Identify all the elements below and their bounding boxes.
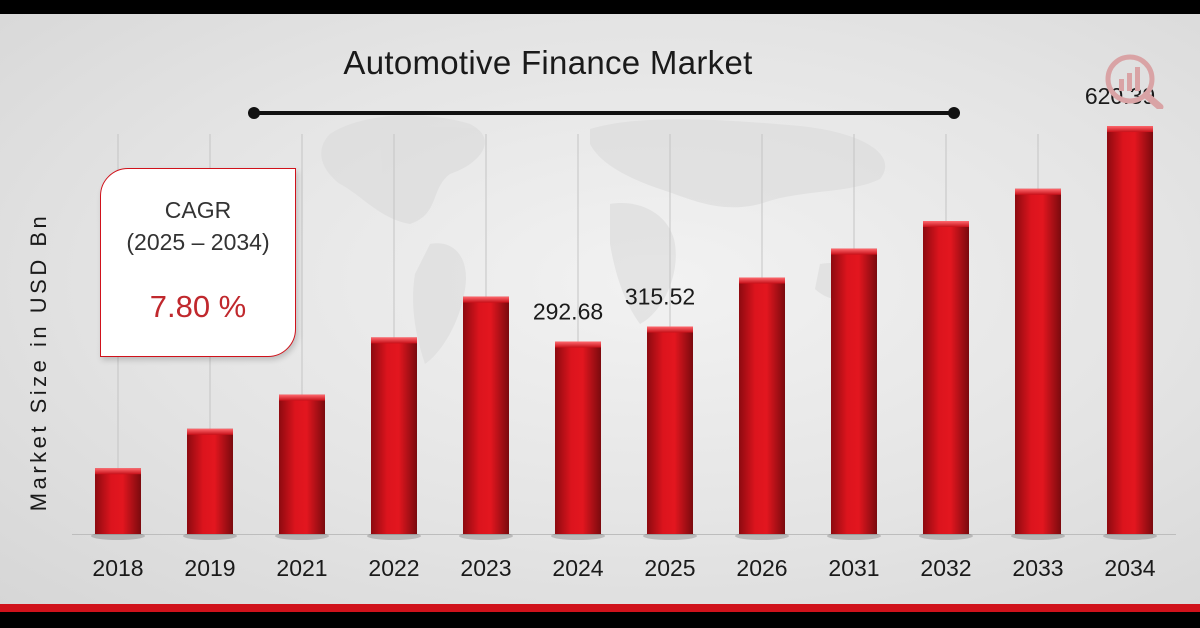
- x-tick-2025: 2025: [644, 555, 695, 581]
- bar-2019: [183, 428, 237, 540]
- chart-panel: 2018 2019 2021 2022 2023 2024 2025 2026 2031 2032…: [0, 14, 1200, 610]
- bar-body-2023: [463, 296, 509, 534]
- bar-cap-2018: [95, 468, 141, 475]
- title-underline-left-dot: [248, 107, 260, 119]
- bar-2022: [367, 337, 421, 540]
- bar-cap-2033: [1015, 188, 1061, 195]
- x-tick-2033: 2033: [1012, 555, 1063, 581]
- bar-chart-magnifier-icon: [1105, 54, 1164, 109]
- bar-body-2034: [1107, 126, 1153, 535]
- world-map-watermark: [321, 115, 886, 364]
- bar-2025: [643, 326, 697, 540]
- bar-2023: [459, 296, 513, 540]
- bar-body-2025: [647, 326, 693, 534]
- title-underline-right-dot: [948, 107, 960, 119]
- x-tick-2019: 2019: [184, 555, 235, 581]
- data-label-2025: 315.52: [625, 284, 695, 310]
- bar-cap-2034: [1107, 126, 1153, 133]
- bar-cap-2024: [555, 341, 601, 348]
- x-tick-2021: 2021: [276, 555, 327, 581]
- x-tick-2018: 2018: [92, 555, 143, 581]
- bar-cap-2026: [739, 277, 785, 284]
- cagr-title: CAGR: [164, 197, 232, 223]
- bar-body-2026: [739, 277, 785, 534]
- x-tick-2034: 2034: [1104, 555, 1155, 581]
- bar-body-2031: [831, 248, 877, 534]
- x-tick-2031: 2031: [828, 555, 879, 581]
- bar-2032: [919, 220, 973, 540]
- bar-2024: [551, 341, 605, 540]
- cagr-callout: CAGR (2025 – 2034) 7.80 %: [100, 168, 296, 357]
- bar-2031: [827, 248, 881, 540]
- bar-cap-2031: [831, 248, 877, 255]
- bar-cap-2019: [187, 428, 233, 435]
- bar-cap-2023: [463, 296, 509, 303]
- bar-2026: [735, 277, 789, 540]
- data-label-2024: 292.68: [533, 299, 603, 325]
- bar-2034: [1103, 126, 1157, 540]
- bar-body-2018: [95, 468, 141, 534]
- bar-2021: [275, 394, 329, 540]
- chart-title: Automotive Finance Market: [343, 44, 753, 81]
- x-tick-labels: 2018 2019 2021 2022 2023 2024 2025 2026 2031 2032…: [92, 555, 1155, 581]
- bar-body-2022: [371, 337, 417, 534]
- bar-body-2019: [187, 428, 233, 534]
- bar-chart: 2018 2019 2021 2022 2023 2024 2025 2026 2031 2032…: [72, 83, 1176, 581]
- bar-body-2024: [555, 341, 601, 534]
- bar-2018: [91, 468, 145, 540]
- bar-body-2033: [1015, 188, 1061, 535]
- bar-cap-2032: [923, 220, 969, 227]
- bar-cap-2025: [647, 326, 693, 333]
- bottom-accent-bar: [0, 604, 1200, 612]
- cagr-value: 7.80 %: [149, 289, 247, 324]
- bar-cap-2021: [279, 394, 325, 401]
- bar-body-2032: [923, 220, 969, 534]
- bar-body-2021: [279, 394, 325, 534]
- x-tick-2024: 2024: [552, 555, 603, 581]
- x-tick-2022: 2022: [368, 555, 419, 581]
- bar-series: [91, 126, 1157, 540]
- x-tick-2032: 2032: [920, 555, 971, 581]
- x-tick-2026: 2026: [736, 555, 787, 581]
- bar-cap-2022: [371, 337, 417, 344]
- y-axis-label: Market Size in USD Bn: [26, 212, 51, 512]
- title-underline: [253, 111, 955, 115]
- bar-2033: [1011, 188, 1065, 540]
- cagr-period: (2025 – 2034): [126, 229, 270, 255]
- x-tick-2023: 2023: [460, 555, 511, 581]
